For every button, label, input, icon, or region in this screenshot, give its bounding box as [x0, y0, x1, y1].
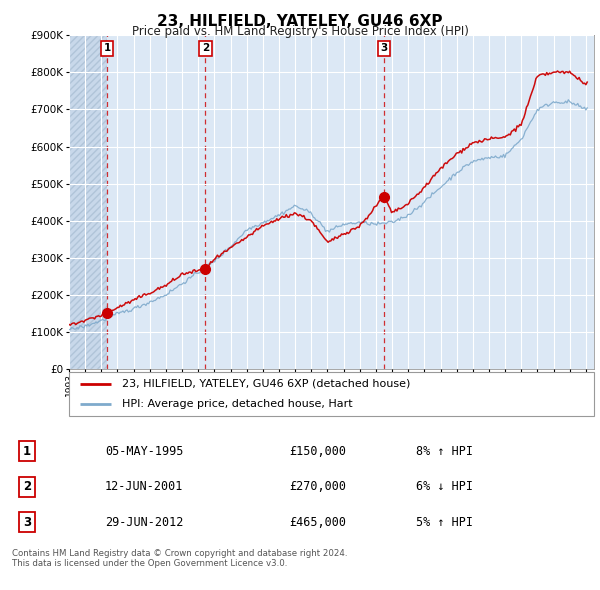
FancyBboxPatch shape — [69, 372, 594, 416]
Text: 3: 3 — [380, 43, 388, 53]
Text: 2: 2 — [23, 480, 31, 493]
Text: 1: 1 — [23, 445, 31, 458]
Text: 6% ↓ HPI: 6% ↓ HPI — [415, 480, 473, 493]
Text: 2: 2 — [202, 43, 209, 53]
Text: 23, HILFIELD, YATELEY, GU46 6XP (detached house): 23, HILFIELD, YATELEY, GU46 6XP (detache… — [121, 379, 410, 389]
Text: £465,000: £465,000 — [290, 516, 347, 529]
Text: £270,000: £270,000 — [290, 480, 347, 493]
Text: 23, HILFIELD, YATELEY, GU46 6XP: 23, HILFIELD, YATELEY, GU46 6XP — [157, 14, 443, 28]
Text: This data is licensed under the Open Government Licence v3.0.: This data is licensed under the Open Gov… — [12, 559, 287, 568]
Text: Price paid vs. HM Land Registry's House Price Index (HPI): Price paid vs. HM Land Registry's House … — [131, 25, 469, 38]
Text: 8% ↑ HPI: 8% ↑ HPI — [415, 445, 473, 458]
Text: 5% ↑ HPI: 5% ↑ HPI — [415, 516, 473, 529]
Text: 1: 1 — [103, 43, 110, 53]
Text: 05-MAY-1995: 05-MAY-1995 — [105, 445, 183, 458]
Text: 29-JUN-2012: 29-JUN-2012 — [105, 516, 183, 529]
Text: 12-JUN-2001: 12-JUN-2001 — [105, 480, 183, 493]
Text: Contains HM Land Registry data © Crown copyright and database right 2024.: Contains HM Land Registry data © Crown c… — [12, 549, 347, 558]
Bar — [69, 35, 107, 369]
Text: HPI: Average price, detached house, Hart: HPI: Average price, detached house, Hart — [121, 399, 352, 408]
Text: £150,000: £150,000 — [290, 445, 347, 458]
Text: 3: 3 — [23, 516, 31, 529]
